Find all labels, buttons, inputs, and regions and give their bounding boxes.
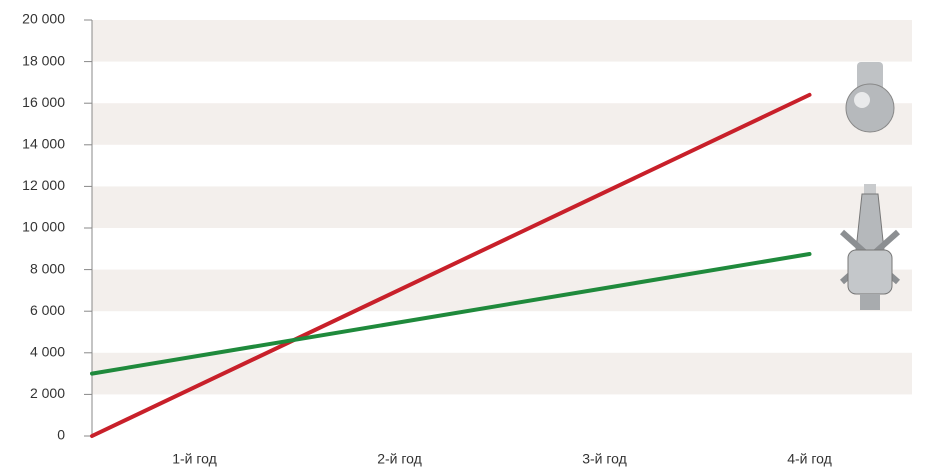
band [92, 20, 912, 62]
x-tick-label: 1-й год [172, 451, 217, 467]
x-tick-label: 3-й год [582, 451, 627, 467]
nozzle-top [864, 184, 876, 194]
nozzle-head [847, 249, 893, 295]
nozzle-tip [860, 294, 880, 310]
y-tick-label: 14 000 [22, 136, 65, 152]
y-tick-label: 16 000 [22, 94, 65, 110]
image-edge [828, 20, 912, 24]
y-tick-label: 6 000 [30, 302, 65, 318]
y-tick-label: 18 000 [22, 52, 65, 68]
y-tick-label: 8 000 [30, 260, 65, 276]
series-line [90, 252, 812, 376]
bands [92, 20, 912, 395]
y-tick-label: 20 000 [22, 11, 65, 27]
x-tick-label: 2-й год [377, 451, 422, 467]
band [92, 352, 912, 395]
y-tick-label: 12 000 [22, 177, 65, 193]
band [92, 186, 912, 228]
product-images [828, 20, 912, 310]
y-tick-label: 2 000 [30, 385, 65, 401]
y-tick-label: 10 000 [22, 219, 65, 235]
series-line [90, 92, 812, 438]
y-tick-label: 0 [57, 427, 65, 443]
nozzle-highlight [854, 92, 870, 108]
x-tick-label: 4-й год [787, 451, 832, 467]
y-tick-label: 4 000 [30, 344, 65, 360]
nozzle-ball [845, 83, 895, 133]
band [92, 103, 912, 145]
